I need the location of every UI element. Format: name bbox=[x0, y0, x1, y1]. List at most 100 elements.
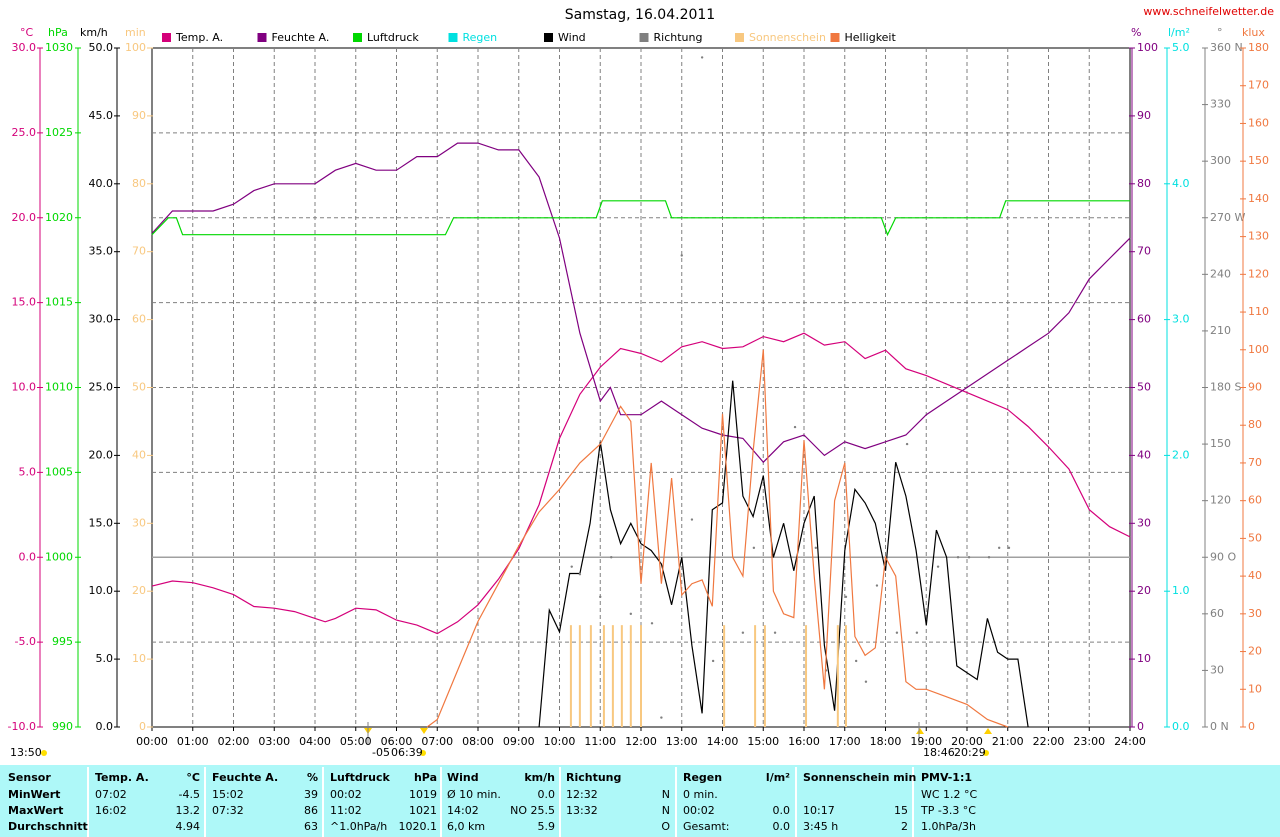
legend-swatch bbox=[544, 33, 553, 42]
table-cell: 0 min. bbox=[683, 788, 718, 801]
y-tick-label: 170 bbox=[1248, 79, 1269, 92]
y-tick-label: 15.0 bbox=[89, 516, 114, 529]
table-cell: -4.5 bbox=[179, 788, 200, 801]
y-tick-label: 40.0 bbox=[89, 177, 114, 190]
direction-dot bbox=[814, 546, 818, 550]
table-cell: Sonnenschein min bbox=[803, 771, 916, 784]
table-cell: Ø 10 min. bbox=[447, 788, 501, 801]
y-tick-label: -5.0 bbox=[15, 635, 36, 648]
legend-label: Luftdruck bbox=[367, 31, 419, 44]
y-tick-label: 0.0 bbox=[1172, 720, 1190, 733]
direction-dot bbox=[864, 680, 868, 683]
y-tick-label: 10 bbox=[132, 652, 146, 665]
y-tick-label: 0 N bbox=[1210, 720, 1229, 733]
legend-swatch bbox=[257, 33, 267, 42]
direction-dot bbox=[875, 584, 879, 587]
legend-label: Wind bbox=[558, 31, 586, 44]
table-cell: 0.0 bbox=[538, 788, 556, 801]
x-tick-label: 18:00 bbox=[870, 735, 902, 748]
table-cell: MinWert bbox=[8, 788, 60, 801]
y-tick-label: 50.0 bbox=[89, 41, 114, 54]
sunshine-bar bbox=[754, 625, 757, 727]
y-tick-label: 0 bbox=[1248, 720, 1255, 733]
y-tick-label: 40 bbox=[132, 448, 146, 461]
table-cell: 1019 bbox=[409, 788, 437, 801]
y-tick-label: 10.0 bbox=[89, 584, 114, 597]
x-tick-label: 08:00 bbox=[462, 735, 494, 748]
x-tick-label: 05:00 bbox=[340, 735, 372, 748]
direction-dot bbox=[997, 546, 1001, 550]
y-tick-label: 0 bbox=[139, 720, 146, 733]
table-cell: 0.0 bbox=[773, 820, 791, 833]
direction-dot bbox=[741, 631, 745, 634]
y-tick-label: 5.0 bbox=[1172, 41, 1190, 54]
y-tick-label: 2.0 bbox=[1172, 448, 1190, 461]
sunshine-bar bbox=[620, 625, 623, 727]
y-tick-label: 25.0 bbox=[12, 126, 37, 139]
x-tick-label: 02:00 bbox=[218, 735, 250, 748]
table-cell: 00:02 bbox=[330, 788, 362, 801]
legend-label: Temp. A. bbox=[175, 31, 223, 44]
legend-label: Sonnenschein bbox=[749, 31, 826, 44]
direction-dot bbox=[854, 659, 858, 663]
y-tick-label: 120 bbox=[1248, 267, 1269, 280]
table-cell: WC 1.2 °C bbox=[921, 788, 978, 801]
series-line bbox=[151, 332, 1131, 635]
table-cell: Richtung bbox=[566, 771, 621, 784]
y-tick-label: 80 bbox=[1137, 177, 1151, 190]
y-tick-label: 80 bbox=[1248, 418, 1262, 431]
y-tick-label: 15.0 bbox=[12, 296, 37, 309]
y-tick-label: 30 bbox=[132, 516, 146, 529]
table-cell: 6,0 km bbox=[447, 820, 485, 833]
table-cell: 15:02 bbox=[212, 788, 244, 801]
y-tick-label: 5.0 bbox=[96, 652, 114, 665]
y-tick-label: 20.0 bbox=[12, 211, 37, 224]
table-cell: N bbox=[662, 788, 670, 801]
series-line bbox=[538, 380, 1029, 728]
y-tick-label: 50 bbox=[1137, 381, 1151, 394]
sunshine-bar bbox=[569, 625, 572, 727]
direction-dot bbox=[936, 565, 940, 568]
table-cell: Feuchte A. bbox=[212, 771, 278, 784]
direction-dot bbox=[967, 556, 971, 559]
x-tick-label: 04:00 bbox=[299, 735, 331, 748]
markers bbox=[41, 722, 992, 756]
table-cell: 63 bbox=[304, 820, 318, 833]
table-cell: MaxWert bbox=[8, 804, 63, 817]
table-cell: 12:32 bbox=[566, 788, 598, 801]
y-tick-label: -10.0 bbox=[8, 720, 36, 733]
y-tick-label: 1025 bbox=[45, 126, 73, 139]
direction-dot bbox=[700, 56, 704, 59]
y-tick-label: 1000 bbox=[45, 550, 73, 563]
direction-dot bbox=[610, 556, 613, 559]
y-tick-label: 10.0 bbox=[12, 381, 37, 394]
direction-dot bbox=[570, 565, 573, 568]
direction-dot bbox=[660, 716, 663, 719]
y-tick-label: 140 bbox=[1248, 192, 1269, 205]
sun-icon bbox=[41, 750, 47, 756]
table-cell: 00:02 bbox=[683, 804, 715, 817]
table-cell: 13:32 bbox=[566, 804, 598, 817]
series-line bbox=[426, 349, 1009, 728]
y-tick-label: 90 O bbox=[1210, 550, 1236, 563]
y-tick-label: 20.0 bbox=[89, 448, 114, 461]
table-background bbox=[0, 765, 1280, 837]
y-tick-label: 20 bbox=[1248, 645, 1262, 658]
y-tick-label: 160 bbox=[1248, 116, 1269, 129]
table-cell: 2 bbox=[901, 820, 908, 833]
table-cell: 1020.1 bbox=[399, 820, 438, 833]
axis-unit: klux bbox=[1242, 26, 1265, 39]
y-tick-label: 60 bbox=[1210, 607, 1224, 620]
direction-dot bbox=[905, 442, 909, 446]
y-tick-label: 25.0 bbox=[89, 381, 114, 394]
y-tick-label: 40 bbox=[1248, 569, 1262, 582]
table-cell: O bbox=[661, 820, 670, 833]
x-tick-label: 22:00 bbox=[1033, 735, 1065, 748]
x-tick-label: 06:00 bbox=[381, 735, 413, 748]
table-cell: hPa bbox=[414, 771, 437, 784]
direction-dot bbox=[987, 556, 991, 559]
y-tick-label: 1020 bbox=[45, 211, 73, 224]
table-cell: Gesamt: bbox=[683, 820, 730, 833]
sunshine-bar bbox=[844, 625, 847, 727]
direction-dot bbox=[578, 573, 582, 576]
